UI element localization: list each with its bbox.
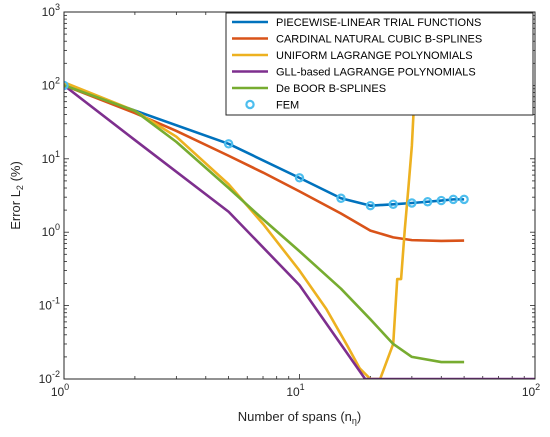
y-tick-label: 101 (42, 149, 60, 166)
series-line-4 (64, 84, 465, 364)
x-axis-label-main: Number of spans (n (238, 409, 352, 424)
fem-marker (336, 193, 346, 203)
legend: PIECEWISE-LINEAR TRIAL FUNCTIONS CARDINAL… (225, 12, 534, 116)
y-tick-label-base: 10 (42, 152, 56, 166)
y-axis-label-main: Error L (8, 190, 23, 230)
y-tick-label: 102 (42, 75, 60, 92)
y-tick-label-exp: 0 (55, 222, 60, 232)
x-tick-label: 102 (522, 382, 540, 399)
y-tick-label-exp: -1 (52, 296, 60, 306)
x-tick-label-exp: 0 (64, 382, 69, 392)
legend-label: CARDINAL NATURAL CUBIC B-SPLINES (276, 34, 482, 46)
y-tick-label-exp: 1 (55, 149, 60, 159)
fem-marker (294, 173, 305, 183)
x-axis-label-sub: η (352, 416, 357, 426)
y-tick-label-base: 10 (42, 5, 56, 19)
y-tick-label-exp: -2 (52, 369, 60, 379)
y-tick-label-base: 10 (39, 372, 53, 386)
x-tick-label: 101 (286, 382, 304, 399)
fem-marker (365, 200, 376, 211)
series-line-1 (64, 84, 465, 243)
y-axis-label-sub: 2 (15, 185, 25, 190)
y-tick-label: 100 (42, 222, 60, 239)
legend-marker-fem (245, 99, 255, 110)
y-tick-label-base: 10 (42, 78, 56, 92)
y-tick-label: 10-2 (39, 369, 60, 386)
y-tick-label: 103 (42, 2, 60, 19)
y-tick-label-exp: 3 (55, 2, 60, 12)
fem-marker (436, 195, 446, 206)
legend-label: PIECEWISE-LINEAR TRIAL FUNCTIONS (276, 17, 481, 29)
x-tick-label-exp: 2 (535, 382, 540, 392)
legend-label: UNIFORM LAGRANGE POLYNOMIALS (276, 50, 473, 62)
fem-marker (448, 194, 459, 205)
y-tick-label-base: 10 (39, 299, 53, 313)
y-tick-label: 10-1 (39, 296, 60, 313)
legend-label: De BOOR B-SPLINES (276, 83, 386, 95)
fem-marker (459, 194, 469, 205)
x-axis-label: Number of spans (nη) (238, 409, 362, 426)
legend-box (225, 12, 534, 116)
x-tick-label-exp: 1 (300, 382, 305, 392)
series-line-2 (64, 12, 420, 379)
y-axis-label-end: (%) (8, 161, 23, 185)
fem-marker (223, 139, 234, 149)
legend-label: FEM (276, 100, 299, 112)
x-axis-label-end: ) (357, 409, 361, 424)
y-axis-label: Error L2 (%) (8, 161, 25, 230)
x-tick-label-base: 10 (522, 385, 536, 399)
x-tick-label: 100 (51, 382, 69, 399)
x-tick-label-base: 10 (286, 385, 300, 399)
series-line-3 (64, 84, 535, 379)
fem-marker (422, 197, 433, 207)
fem-marker (388, 199, 398, 209)
plot-frame (63, 11, 536, 380)
y-tick-label-exp: 2 (55, 75, 60, 85)
y-tick-label-base: 10 (42, 225, 56, 239)
x-tick-label-base: 10 (51, 385, 65, 399)
fem-marker (407, 198, 417, 208)
legend-label: GLL-based LAGRANGE POLYNOMIALS (276, 67, 476, 79)
